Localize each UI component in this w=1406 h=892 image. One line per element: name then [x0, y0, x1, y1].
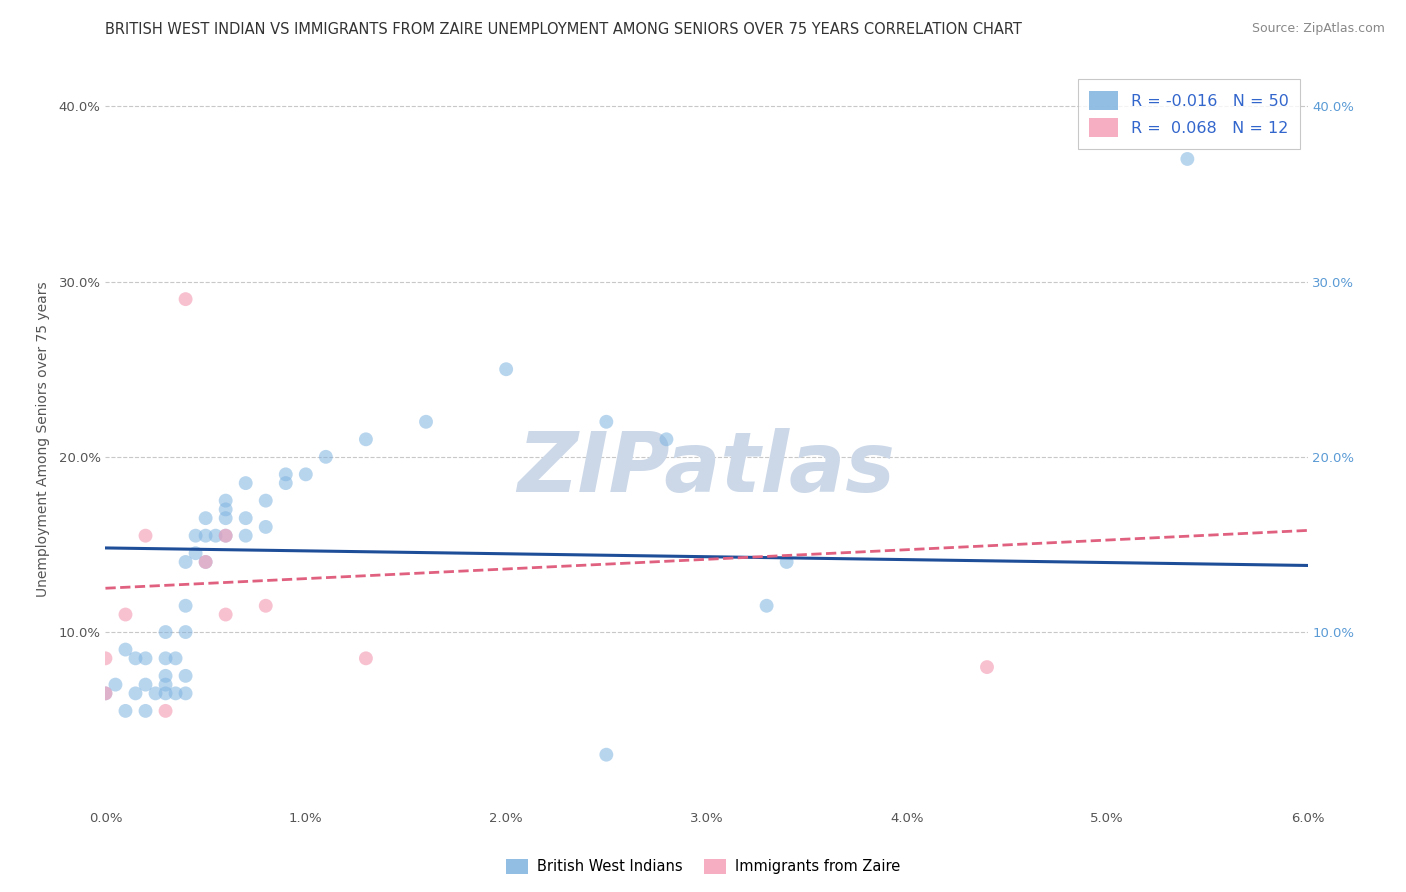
Point	[595, 415, 617, 429]
Point	[194, 511, 217, 525]
Point	[415, 415, 437, 429]
Point	[114, 607, 136, 622]
Point	[254, 493, 277, 508]
Point	[214, 607, 236, 622]
Point	[124, 651, 146, 665]
Point	[214, 529, 236, 543]
Point	[94, 686, 117, 700]
Point	[174, 625, 197, 640]
Point	[235, 529, 257, 543]
Point	[214, 502, 236, 516]
Point	[114, 704, 136, 718]
Legend: R = -0.016   N = 50, R =  0.068   N = 12: R = -0.016 N = 50, R = 0.068 N = 12	[1078, 79, 1299, 149]
Point	[135, 678, 157, 692]
Point	[655, 433, 678, 447]
Point	[135, 529, 157, 543]
Legend: British West Indians, Immigrants from Zaire: British West Indians, Immigrants from Za…	[501, 853, 905, 880]
Point	[235, 476, 257, 491]
Point	[295, 467, 318, 482]
Point	[155, 625, 177, 640]
Y-axis label: Unemployment Among Seniors over 75 years: Unemployment Among Seniors over 75 years	[37, 282, 51, 597]
Point	[194, 529, 217, 543]
Point	[976, 660, 998, 674]
Point	[755, 599, 778, 613]
Point	[174, 599, 197, 613]
Point	[354, 651, 377, 665]
Point	[184, 546, 207, 560]
Point	[194, 555, 217, 569]
Text: Source: ZipAtlas.com: Source: ZipAtlas.com	[1251, 22, 1385, 36]
Point	[155, 651, 177, 665]
Point	[155, 678, 177, 692]
Point	[174, 555, 197, 569]
Point	[235, 511, 257, 525]
Point	[495, 362, 517, 376]
Point	[1175, 152, 1198, 166]
Point	[155, 686, 177, 700]
Point	[595, 747, 617, 762]
Point	[274, 467, 297, 482]
Point	[135, 704, 157, 718]
Point	[124, 686, 146, 700]
Point	[776, 555, 799, 569]
Point	[254, 599, 277, 613]
Point	[214, 511, 236, 525]
Point	[204, 529, 226, 543]
Point	[174, 292, 197, 306]
Point	[155, 704, 177, 718]
Point	[184, 529, 207, 543]
Point	[315, 450, 337, 464]
Point	[354, 433, 377, 447]
Point	[114, 642, 136, 657]
Point	[145, 686, 167, 700]
Point	[174, 686, 197, 700]
Point	[174, 669, 197, 683]
Text: BRITISH WEST INDIAN VS IMMIGRANTS FROM ZAIRE UNEMPLOYMENT AMONG SENIORS OVER 75 : BRITISH WEST INDIAN VS IMMIGRANTS FROM Z…	[105, 22, 1022, 37]
Text: ZIPatlas: ZIPatlas	[517, 428, 896, 509]
Point	[104, 678, 127, 692]
Point	[155, 669, 177, 683]
Point	[94, 686, 117, 700]
Point	[194, 555, 217, 569]
Point	[165, 651, 187, 665]
Point	[274, 476, 297, 491]
Point	[254, 520, 277, 534]
Point	[165, 686, 187, 700]
Point	[135, 651, 157, 665]
Point	[214, 529, 236, 543]
Point	[214, 493, 236, 508]
Point	[94, 651, 117, 665]
